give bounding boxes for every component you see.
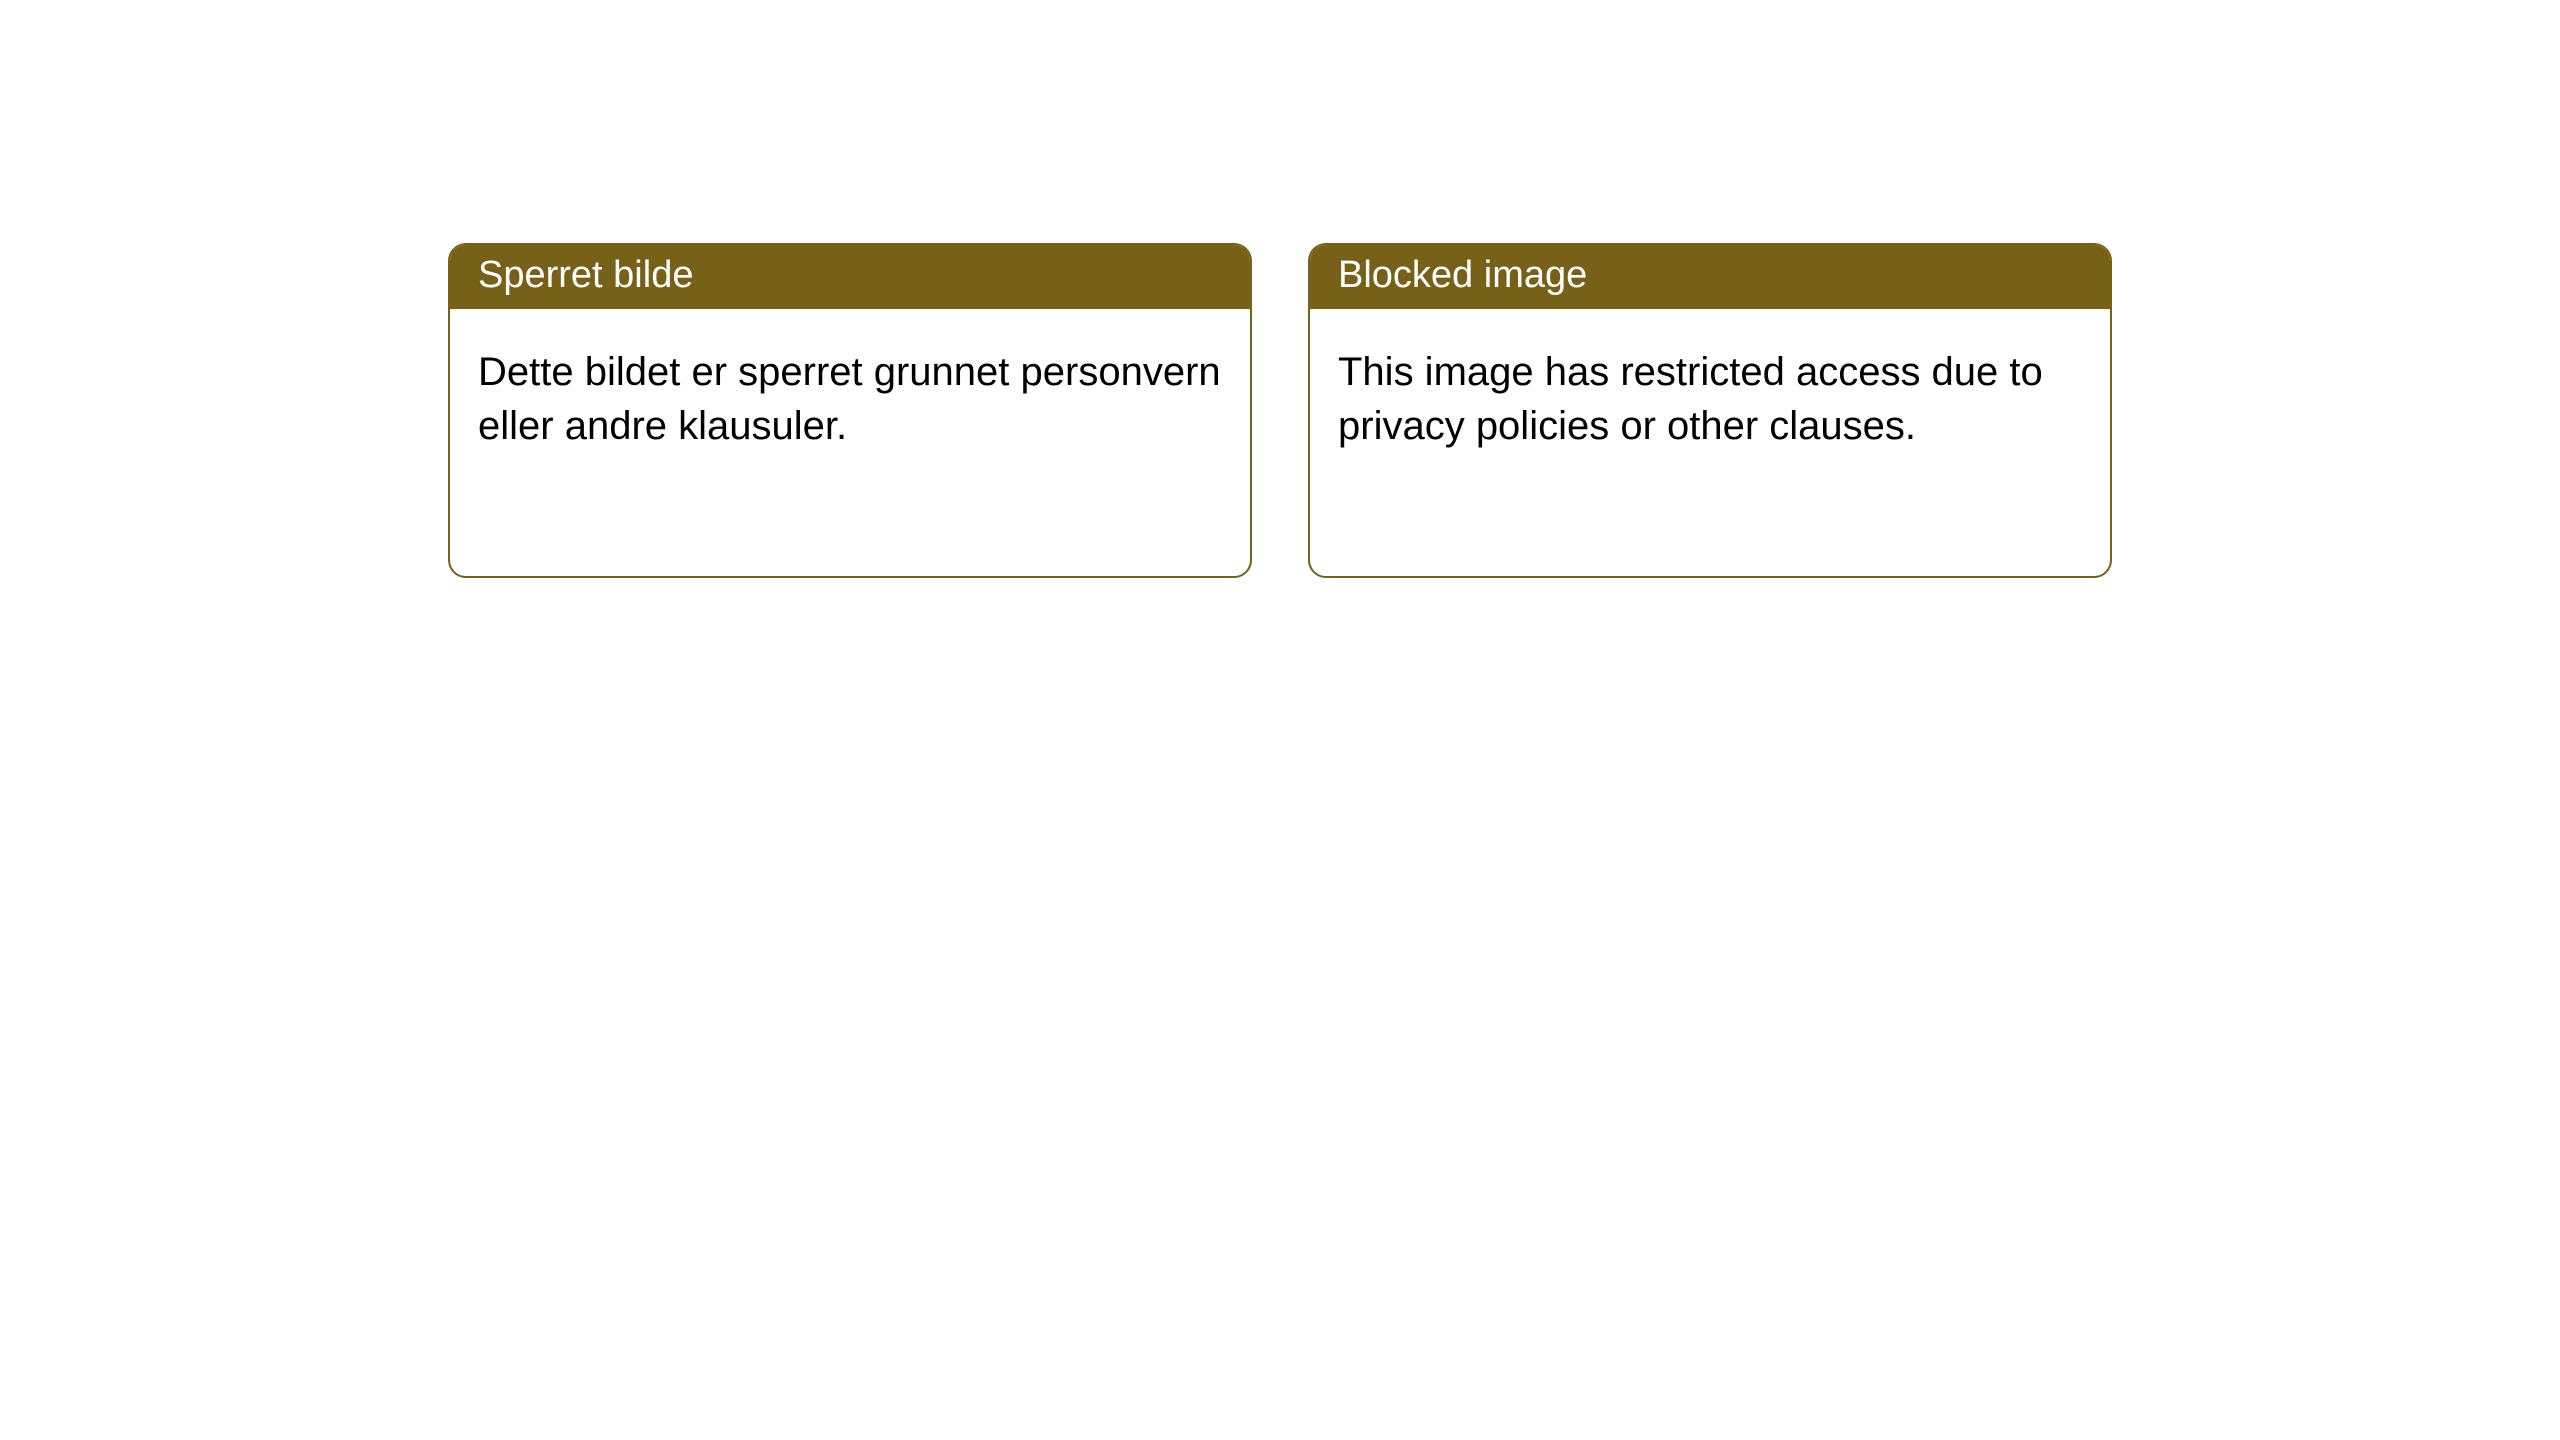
card-title-no: Sperret bilde	[450, 245, 1250, 309]
card-body-en: This image has restricted access due to …	[1310, 309, 2110, 489]
card-body-no: Dette bildet er sperret grunnet personve…	[450, 309, 1250, 489]
blocked-image-card-no: Sperret bilde Dette bildet er sperret gr…	[448, 243, 1252, 578]
card-title-en: Blocked image	[1310, 245, 2110, 309]
blocked-image-card-en: Blocked image This image has restricted …	[1308, 243, 2112, 578]
notice-container: Sperret bilde Dette bildet er sperret gr…	[0, 0, 2560, 578]
